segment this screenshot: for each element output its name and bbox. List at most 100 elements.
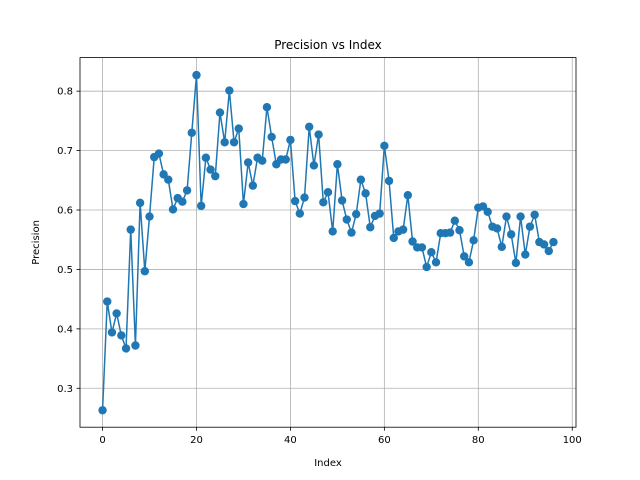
data-point — [483, 207, 492, 216]
y-tick-label: 0.5 — [57, 265, 73, 276]
data-point — [403, 190, 413, 200]
chart-title: Precision vs Index — [274, 38, 382, 52]
data-point — [145, 212, 154, 221]
y-tick-label: 0.6 — [57, 206, 73, 217]
data-point — [398, 225, 408, 234]
data-point — [408, 237, 417, 246]
data-point — [539, 240, 549, 249]
x-tick-label: 40 — [284, 435, 297, 446]
x-tick-label: 0 — [99, 435, 105, 446]
data-point — [389, 233, 398, 243]
plot-frame — [79, 57, 577, 428]
data-point — [351, 209, 361, 219]
data-point — [140, 267, 150, 276]
data-point — [502, 212, 511, 221]
data-point — [464, 258, 474, 267]
data-point — [544, 246, 553, 256]
y-tick-label: 0.7 — [57, 146, 73, 157]
data-point — [229, 138, 239, 147]
data-point — [135, 198, 145, 208]
data-point — [492, 224, 502, 233]
data-point — [248, 181, 258, 190]
data-point — [460, 252, 469, 261]
data-point — [431, 258, 441, 267]
data-point — [126, 225, 135, 234]
axis-ticks: 0 20 40 60 80 100 0.3 0.4 0.5 0.6 0.7 0.8 — [57, 87, 582, 447]
data-point — [469, 236, 478, 245]
x-tick-label: 20 — [190, 435, 203, 446]
data-point — [267, 132, 276, 142]
data-point — [182, 186, 192, 195]
data-point — [117, 331, 126, 340]
y-tick-label: 0.8 — [57, 87, 73, 98]
data-point — [98, 406, 107, 415]
data-point — [262, 103, 272, 112]
data-point — [375, 209, 384, 218]
data-point — [530, 210, 539, 219]
data-point — [328, 227, 337, 236]
data-point — [258, 156, 267, 165]
data-point — [187, 128, 196, 137]
data-point — [192, 70, 201, 80]
data-point — [516, 212, 525, 221]
data-point — [521, 250, 530, 259]
data-point — [380, 141, 389, 151]
x-tick-label: 80 — [472, 435, 485, 446]
data-point — [422, 262, 431, 272]
data-point — [112, 309, 121, 318]
data-point — [342, 215, 351, 224]
data-point — [201, 153, 211, 162]
data-point — [497, 242, 506, 252]
data-point — [211, 171, 220, 181]
data-point — [196, 201, 206, 211]
data-point — [168, 205, 178, 214]
y-axis-label: Precision — [31, 220, 42, 265]
data-point — [290, 196, 300, 206]
data-point — [337, 196, 347, 205]
data-point — [300, 193, 309, 202]
data-point — [356, 175, 366, 184]
data-point — [107, 328, 117, 337]
data-point — [427, 248, 436, 257]
data-point — [178, 197, 187, 206]
data-point — [305, 122, 314, 132]
data-point — [384, 176, 394, 186]
data-point — [281, 155, 290, 164]
data-point — [220, 138, 229, 147]
data-point — [103, 297, 112, 306]
data-point — [455, 226, 464, 235]
data-point — [506, 230, 516, 239]
data-point — [215, 108, 225, 117]
data-series — [98, 70, 558, 415]
data-point — [319, 198, 328, 207]
data-point — [154, 149, 164, 158]
x-axis-label: Index — [314, 458, 342, 469]
data-point — [239, 199, 248, 209]
data-point — [225, 86, 234, 95]
data-point — [450, 216, 460, 225]
data-point — [417, 243, 427, 252]
data-point — [549, 237, 558, 247]
data-point — [525, 222, 535, 231]
data-point — [314, 130, 323, 139]
data-point — [286, 135, 295, 145]
data-point — [333, 160, 342, 169]
x-tick-label: 100 — [563, 435, 582, 446]
y-tick-label: 0.4 — [57, 324, 73, 335]
data-point — [511, 258, 521, 268]
data-point — [361, 189, 370, 198]
data-point — [234, 124, 243, 133]
y-tick-label: 0.3 — [57, 384, 73, 395]
data-point — [243, 158, 253, 167]
x-tick-label: 60 — [378, 435, 391, 446]
data-point — [347, 228, 356, 237]
data-point — [366, 223, 375, 232]
data-point — [309, 161, 319, 170]
grid-lines — [80, 57, 576, 428]
data-point — [131, 341, 140, 350]
data-point — [295, 209, 305, 218]
data-point — [206, 165, 215, 174]
data-point — [164, 175, 173, 184]
